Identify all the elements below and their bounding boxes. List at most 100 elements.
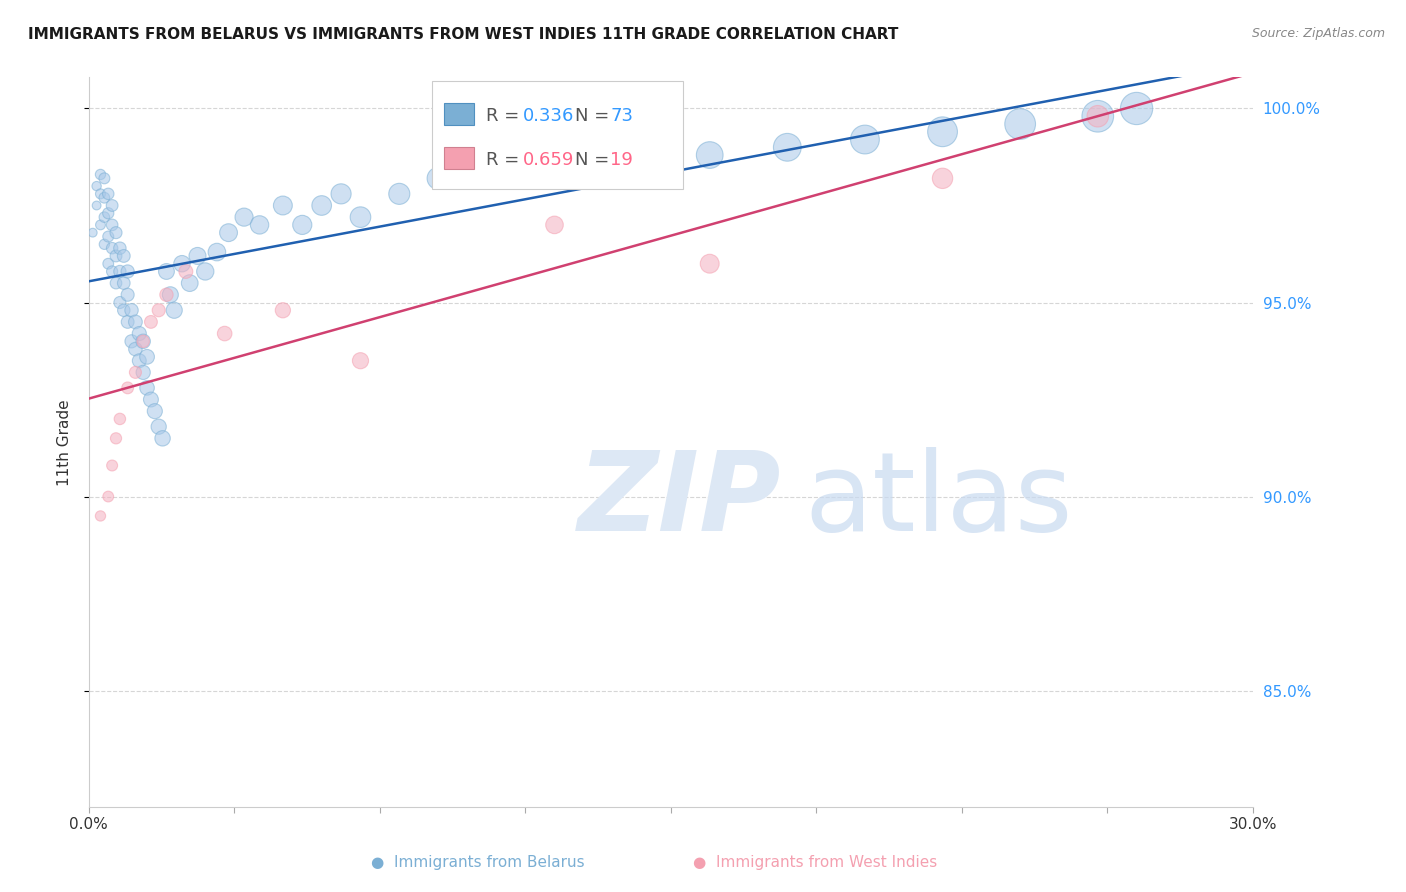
Point — [699, 257, 721, 271]
Point — [105, 276, 128, 290]
Point — [155, 264, 177, 278]
Text: ●  Immigrants from Belarus: ● Immigrants from Belarus — [371, 855, 585, 870]
Point — [97, 490, 120, 504]
Point — [214, 326, 236, 341]
Text: R =: R = — [486, 107, 524, 125]
Point — [117, 287, 139, 301]
Point — [699, 148, 721, 162]
Point — [132, 334, 155, 349]
Point — [194, 264, 217, 278]
Point — [155, 287, 177, 301]
Point — [112, 276, 135, 290]
Point — [186, 249, 208, 263]
Point — [159, 287, 181, 301]
Point — [93, 171, 115, 186]
FancyBboxPatch shape — [444, 147, 474, 169]
Point — [330, 186, 353, 201]
Point — [163, 303, 186, 318]
Point — [97, 186, 120, 201]
Point — [349, 353, 371, 368]
Point — [139, 315, 162, 329]
Point — [271, 303, 294, 318]
Point — [86, 179, 108, 194]
Point — [218, 226, 240, 240]
Point — [1125, 102, 1147, 116]
Point — [117, 381, 139, 395]
Point — [93, 191, 115, 205]
Point — [931, 171, 953, 186]
Text: N =: N = — [575, 151, 616, 169]
Point — [108, 264, 131, 278]
Point — [1087, 109, 1109, 123]
Point — [148, 303, 170, 318]
FancyBboxPatch shape — [444, 103, 474, 126]
Point — [124, 315, 146, 329]
Point — [89, 508, 111, 523]
Point — [174, 264, 197, 278]
Point — [132, 334, 155, 349]
Point — [97, 206, 120, 220]
Point — [93, 210, 115, 224]
Point — [291, 218, 314, 232]
Point — [543, 218, 565, 232]
Point — [139, 392, 162, 407]
Point — [205, 245, 228, 260]
Point — [853, 132, 876, 146]
Point — [311, 198, 333, 212]
Text: IMMIGRANTS FROM BELARUS VS IMMIGRANTS FROM WEST INDIES 11TH GRADE CORRELATION CH: IMMIGRANTS FROM BELARUS VS IMMIGRANTS FR… — [28, 27, 898, 42]
Point — [101, 458, 124, 473]
Point — [101, 218, 124, 232]
Point — [89, 218, 111, 232]
Point — [93, 237, 115, 252]
Point — [101, 241, 124, 255]
Point — [108, 241, 131, 255]
Point — [105, 249, 128, 263]
Point — [132, 365, 155, 379]
Point — [101, 264, 124, 278]
Text: 73: 73 — [610, 107, 633, 125]
Point — [112, 303, 135, 318]
Point — [233, 210, 256, 224]
Point — [121, 334, 143, 349]
Point — [124, 365, 146, 379]
Point — [148, 419, 170, 434]
Text: 0.659: 0.659 — [523, 151, 575, 169]
Point — [124, 342, 146, 356]
Point — [1087, 109, 1109, 123]
Point — [136, 381, 159, 395]
Point — [97, 257, 120, 271]
Point — [505, 148, 527, 162]
Point — [108, 412, 131, 426]
Point — [427, 171, 450, 186]
Text: ZIP: ZIP — [578, 447, 782, 554]
Point — [543, 140, 565, 154]
Point — [170, 257, 193, 271]
Text: Source: ZipAtlas.com: Source: ZipAtlas.com — [1251, 27, 1385, 40]
Point — [128, 326, 150, 341]
Point — [105, 226, 128, 240]
Text: R =: R = — [486, 151, 524, 169]
Point — [89, 168, 111, 182]
Point — [349, 210, 371, 224]
Point — [152, 431, 174, 445]
Point — [465, 160, 488, 174]
Point — [271, 198, 294, 212]
Point — [136, 350, 159, 364]
Text: ●  Immigrants from West Indies: ● Immigrants from West Indies — [693, 855, 938, 870]
FancyBboxPatch shape — [432, 81, 682, 189]
Point — [101, 198, 124, 212]
Point — [108, 295, 131, 310]
Point — [776, 140, 799, 154]
Point — [128, 353, 150, 368]
Point — [249, 218, 271, 232]
Point — [388, 186, 411, 201]
Text: N =: N = — [575, 107, 616, 125]
Text: 19: 19 — [610, 151, 633, 169]
Point — [112, 249, 135, 263]
Point — [179, 276, 201, 290]
Point — [117, 264, 139, 278]
Point — [1010, 117, 1032, 131]
Point — [86, 198, 108, 212]
Point — [143, 404, 166, 418]
Text: 0.336: 0.336 — [523, 107, 575, 125]
